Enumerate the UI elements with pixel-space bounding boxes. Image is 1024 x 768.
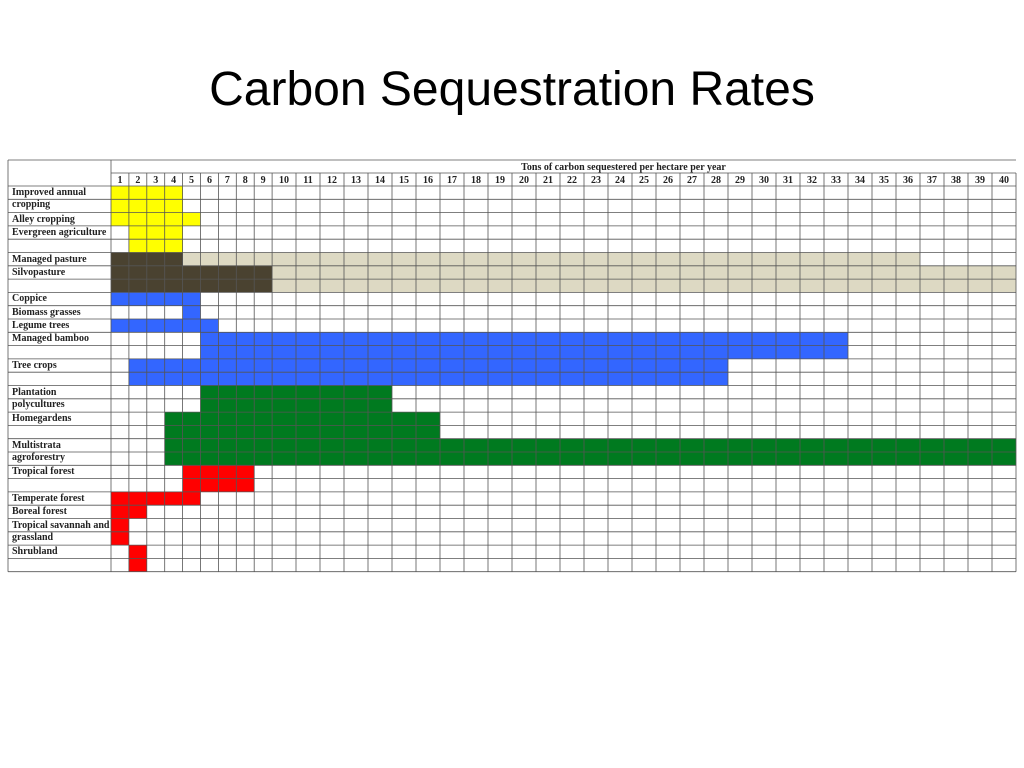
row-label: Homegardens <box>12 413 72 425</box>
column-label: 4 <box>171 175 176 186</box>
range-bar <box>111 292 201 306</box>
row-label: Multistrata agroforestry <box>12 439 65 463</box>
column-label: 24 <box>615 175 625 186</box>
row-label: Temperate forest <box>12 492 85 504</box>
row-label: Managed bamboo <box>12 333 89 345</box>
range-bar <box>182 252 921 266</box>
column-label: 10 <box>279 175 289 186</box>
range-bar <box>111 212 201 226</box>
column-label: 27 <box>687 175 697 186</box>
column-label: 20 <box>519 175 529 186</box>
column-label: 34 <box>855 175 865 186</box>
row-label: Tropical savannah and grassland <box>12 519 110 543</box>
column-label: 9 <box>261 175 266 186</box>
column-label: 7 <box>225 175 230 186</box>
range-bar <box>182 305 201 319</box>
column-label: 36 <box>903 175 913 186</box>
row-label: Evergreen agriculture <box>12 226 107 238</box>
row-label: Managed pasture <box>12 253 87 265</box>
column-label: 3 <box>153 175 158 186</box>
column-label: 19 <box>495 175 505 186</box>
column-label: 39 <box>975 175 985 186</box>
column-label: 15 <box>399 175 409 186</box>
column-label: 23 <box>591 175 601 186</box>
column-label: 5 <box>189 175 194 186</box>
column-label: 18 <box>471 175 481 186</box>
row-label: Plantation polycultures <box>12 386 65 410</box>
column-label: 12 <box>327 175 337 186</box>
column-label: 16 <box>423 175 433 186</box>
row-label: Alley cropping <box>12 213 75 225</box>
column-label: 31 <box>783 175 793 186</box>
column-label: 38 <box>951 175 961 186</box>
column-label: 29 <box>735 175 745 186</box>
column-label: 26 <box>663 175 673 186</box>
column-label: 8 <box>243 175 248 186</box>
column-label: 30 <box>759 175 769 186</box>
row-label: Tree crops <box>12 359 57 371</box>
row-label: Boreal forest <box>12 506 67 518</box>
column-label: 1 <box>117 175 122 186</box>
column-label: 22 <box>567 175 577 186</box>
row-label: Silvopasture <box>12 266 66 278</box>
column-label: 37 <box>927 175 937 186</box>
column-label: 14 <box>375 175 385 186</box>
column-label: 2 <box>135 175 140 186</box>
row-label: Improved annual cropping <box>12 187 87 210</box>
column-label: 25 <box>639 175 649 186</box>
row-label: Shrubland <box>12 546 58 558</box>
column-label: 21 <box>543 175 553 186</box>
column-label: 33 <box>831 175 841 186</box>
slide-title: Carbon Sequestration Rates <box>209 63 815 116</box>
column-label: 40 <box>999 175 1009 186</box>
row-label: Tropical forest <box>12 466 75 478</box>
column-label: 17 <box>447 175 457 186</box>
column-label: 13 <box>351 175 361 186</box>
range-bar <box>111 491 201 506</box>
row-label: Coppice <box>12 293 47 305</box>
column-label: 6 <box>207 175 212 186</box>
axis-title: Tons of carbon sequestered per hectare p… <box>521 162 726 173</box>
column-label: 11 <box>303 175 312 186</box>
row-label: Biomass grasses <box>12 306 81 318</box>
column-label: 32 <box>807 175 817 186</box>
column-label: 35 <box>879 175 889 186</box>
row-label: Legume trees <box>12 320 70 331</box>
column-label: 28 <box>711 175 721 186</box>
